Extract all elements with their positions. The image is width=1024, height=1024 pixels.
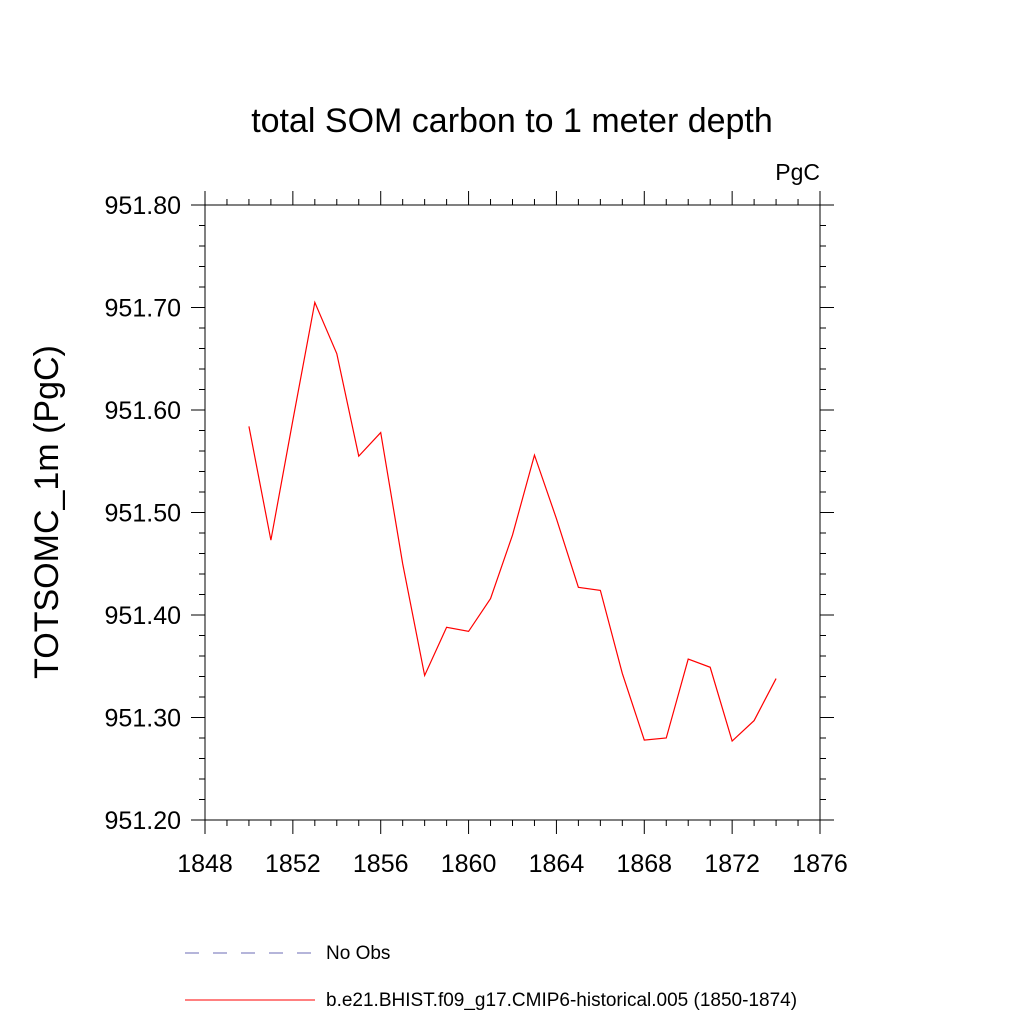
x-tick-label: 1872: [704, 850, 760, 878]
y-tick-label: 951.60: [105, 397, 181, 425]
x-tick-label: 1852: [265, 850, 321, 878]
series-layer: [248, 300, 777, 743]
x-tick-label: 1856: [353, 850, 409, 878]
x-tick-label: 1876: [792, 850, 848, 878]
units-label: PgC: [775, 159, 820, 185]
x-tick-label: 1848: [177, 850, 233, 878]
axes: 1848 1852 1856 1860 1864 1868 1872 1876 951.20 95…: [105, 191, 848, 878]
y-tick-label: 951.20: [105, 807, 181, 835]
chart-title: total SOM carbon to 1 meter depth: [251, 102, 773, 140]
y-axis-label: TOTSOMC_1m (PgC): [28, 345, 66, 679]
x-tick-label: 1860: [441, 850, 497, 878]
y-tick-label: 951.50: [105, 500, 181, 528]
legend-label: b.e21.BHIST.f09_g17.CMIP6-historical.005…: [326, 990, 797, 1011]
legend: No Obs b.e21.BHIST.f09_g17.CMIP6-historic…: [185, 943, 797, 1011]
x-tick-label: 1864: [529, 850, 585, 878]
x-tick-label: 1868: [616, 850, 672, 878]
y-tick-label: 951.70: [105, 295, 181, 323]
y-tick-label: 951.40: [105, 602, 181, 630]
series-line: [248, 300, 777, 743]
y-tick-label: 951.80: [105, 192, 181, 220]
y-tick-label: 951.30: [105, 705, 181, 733]
legend-label: No Obs: [326, 943, 390, 964]
